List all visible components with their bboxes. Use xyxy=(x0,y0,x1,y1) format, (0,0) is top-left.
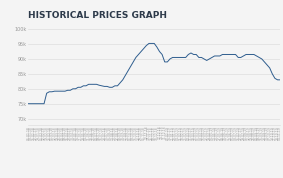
Text: HISTORICAL PRICES GRAPH: HISTORICAL PRICES GRAPH xyxy=(28,11,167,20)
